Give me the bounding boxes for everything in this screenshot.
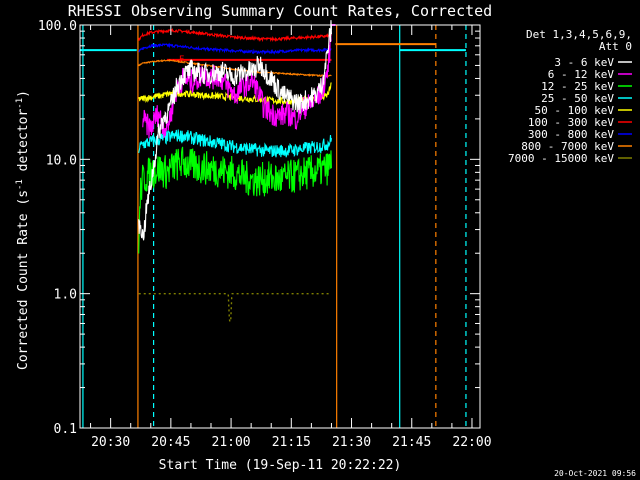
legend-label-4: 50 - 100 keV bbox=[535, 104, 615, 117]
y-axis-label-exponent-1: -1 bbox=[15, 179, 25, 190]
series-line-2 bbox=[138, 146, 332, 254]
series-line-0 bbox=[138, 20, 332, 241]
legend-header-1: Att 0 bbox=[599, 40, 632, 53]
x-tick-label-2: 21:00 bbox=[212, 435, 251, 450]
x-tick-label-1: 20:45 bbox=[151, 435, 190, 450]
legend-label-1: 6 - 12 keV bbox=[548, 68, 615, 81]
legend-label-2: 12 - 25 keV bbox=[541, 80, 614, 93]
y-axis-label-suffix: ) bbox=[16, 90, 31, 98]
legend-label-3: 25 - 50 keV bbox=[541, 92, 614, 105]
legend-header-0: Det 1,3,4,5,6,9, bbox=[526, 28, 632, 41]
y-axis-label-middle: detector bbox=[16, 109, 31, 180]
chart-title: RHESSI Observing Summary Count Rates, Co… bbox=[68, 2, 492, 20]
legend-label-7: 800 - 7000 keV bbox=[521, 140, 614, 153]
plot-frame bbox=[79, 24, 481, 429]
legend-label-8: 7000 - 15000 keV bbox=[508, 152, 614, 165]
series-line-3 bbox=[138, 129, 332, 158]
timestamp: 20-Oct-2021 09:56 bbox=[554, 469, 636, 478]
y-tick-label-0: 0.1 bbox=[54, 422, 77, 437]
y-tick-label-2: 10.0 bbox=[46, 153, 77, 168]
plot-area: F bbox=[80, 20, 467, 428]
legend-label-5: 100 - 300 keV bbox=[528, 116, 614, 129]
legend-label-6: 300 - 800 keV bbox=[528, 128, 614, 141]
y-axis-label-exponent-2: -1 bbox=[15, 98, 25, 109]
legend-label-0: 3 - 6 keV bbox=[554, 56, 614, 69]
x-tick-label-6: 22:00 bbox=[452, 435, 491, 450]
y-tick-label-1: 1.0 bbox=[54, 288, 77, 303]
x-tick-label-3: 21:15 bbox=[272, 435, 311, 450]
y-axis-label: Corrected Count Rate (s-1 detector-1) bbox=[15, 90, 31, 370]
y-tick-label-3: 100.0 bbox=[38, 19, 77, 34]
x-axis-label: Start Time (19-Sep-11 20:22:22) bbox=[159, 458, 402, 473]
flag-label: F bbox=[179, 55, 184, 65]
x-tick-label-5: 21:45 bbox=[392, 435, 431, 450]
series-line-6 bbox=[138, 42, 332, 55]
x-tick-label-0: 20:30 bbox=[91, 435, 130, 450]
y-axis-label-prefix: Corrected Count Rate (s bbox=[16, 190, 31, 370]
x-tick-label-4: 21:30 bbox=[332, 435, 371, 450]
axes: 0.1 1.0 10.0 100.0 20:30 20:45 21:00 21:15 21:30… bbox=[38, 19, 492, 450]
